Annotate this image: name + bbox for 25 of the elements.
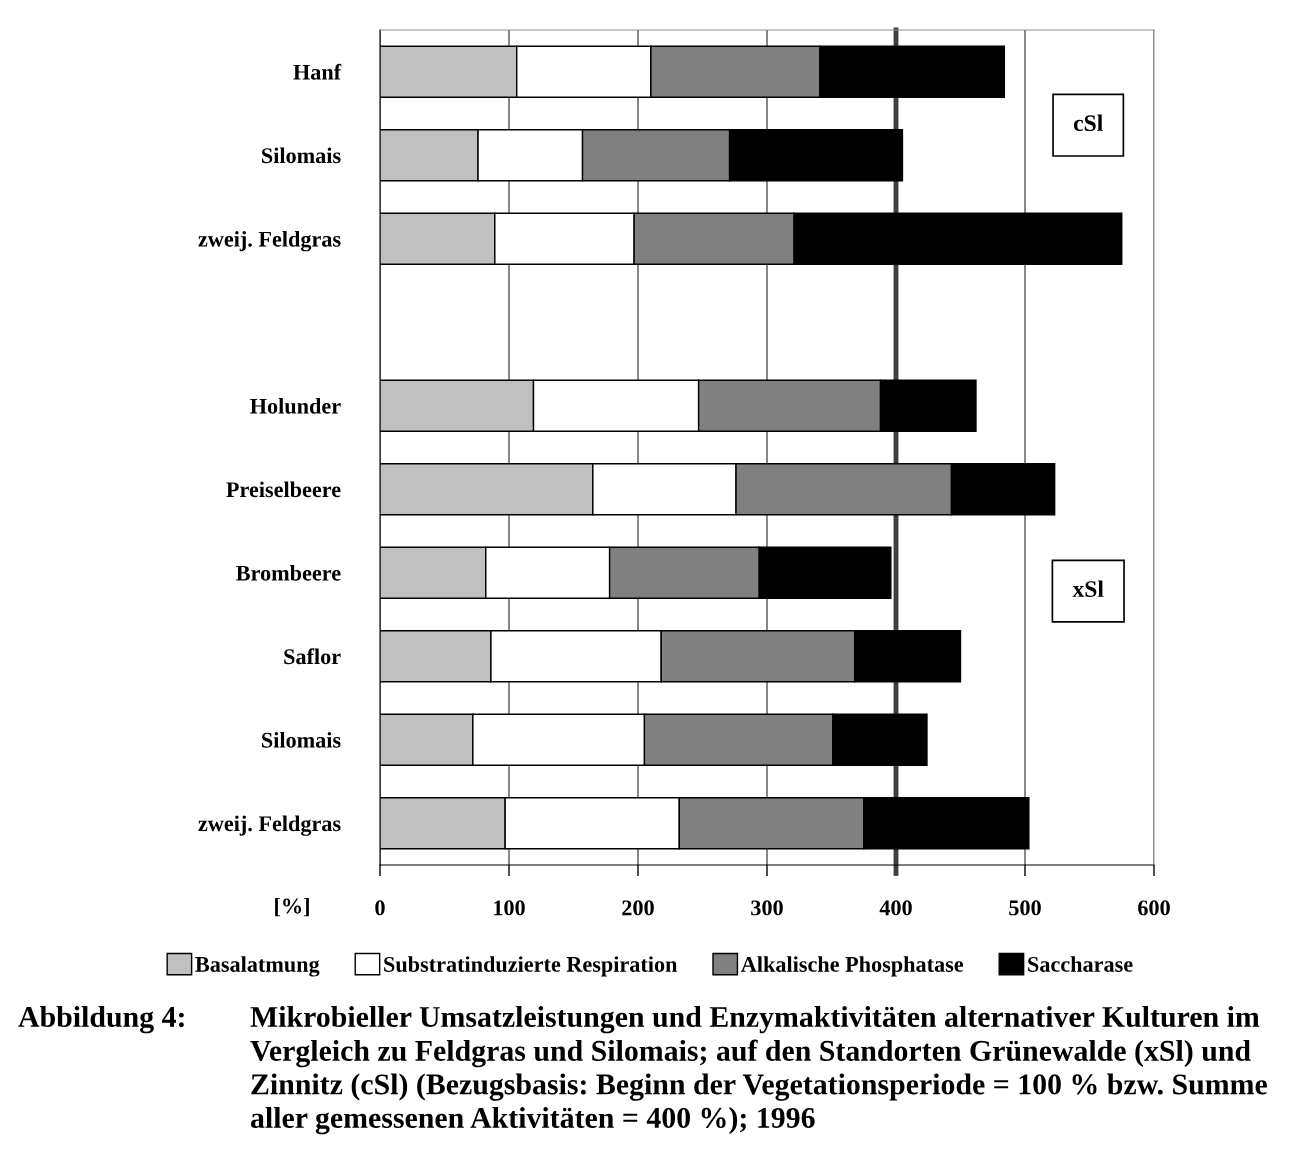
x-tick-label: 100 [494, 900, 525, 916]
y-tick-label: zweij. Feldgras [198, 815, 341, 836]
legend-label: Saccharase [1028, 956, 1133, 972]
x-tick-label: 600 [1138, 900, 1170, 916]
y-tick-label: Hanf [293, 63, 342, 80]
legend-label: Basalatmung [195, 956, 320, 977]
x-tick-label: 300 [751, 900, 783, 916]
y-tick-label: zweij. Feldgras [198, 231, 341, 252]
x-tick-label: 400 [879, 900, 912, 916]
y-tick-label: Saflor [284, 648, 341, 665]
y-tick-label: Brombeere [236, 565, 341, 581]
x-tick-label: 200 [622, 900, 654, 916]
x-axis-title: [%] [275, 897, 309, 917]
text: Mikrobieller Umsatzleistungen und Enzymaktivitäten alternativer Kulturen im Vergleich zu Feldgras und Silomais; auf den Standorten Grünewalde (xSl) und Zinnitz (cSl) (Bezugsbasis: Beginn der Vegetationsperiode = 100 % bzw. Summe aller gemessenen Aktivitäten = 400 %); 1996 [250, 1006, 1267, 1135]
annotation: cSl [1073, 114, 1103, 132]
x-tick-label: 500 [1009, 900, 1041, 916]
text: Abbildung 4: [18, 1006, 184, 1034]
legend-label: Substratinduzierte Respiration [384, 956, 678, 977]
y-tick-label: Holunder [250, 398, 341, 414]
legend-label: Alkalische Phosphatase [741, 956, 964, 977]
y-tick-label: Silomais [262, 147, 341, 164]
annotation: xSl [1072, 580, 1104, 598]
x-tick-label: 0 [375, 900, 385, 916]
y-tick-label: Silomais [262, 732, 341, 748]
y-tick-label: Preiselbeere [226, 481, 341, 498]
